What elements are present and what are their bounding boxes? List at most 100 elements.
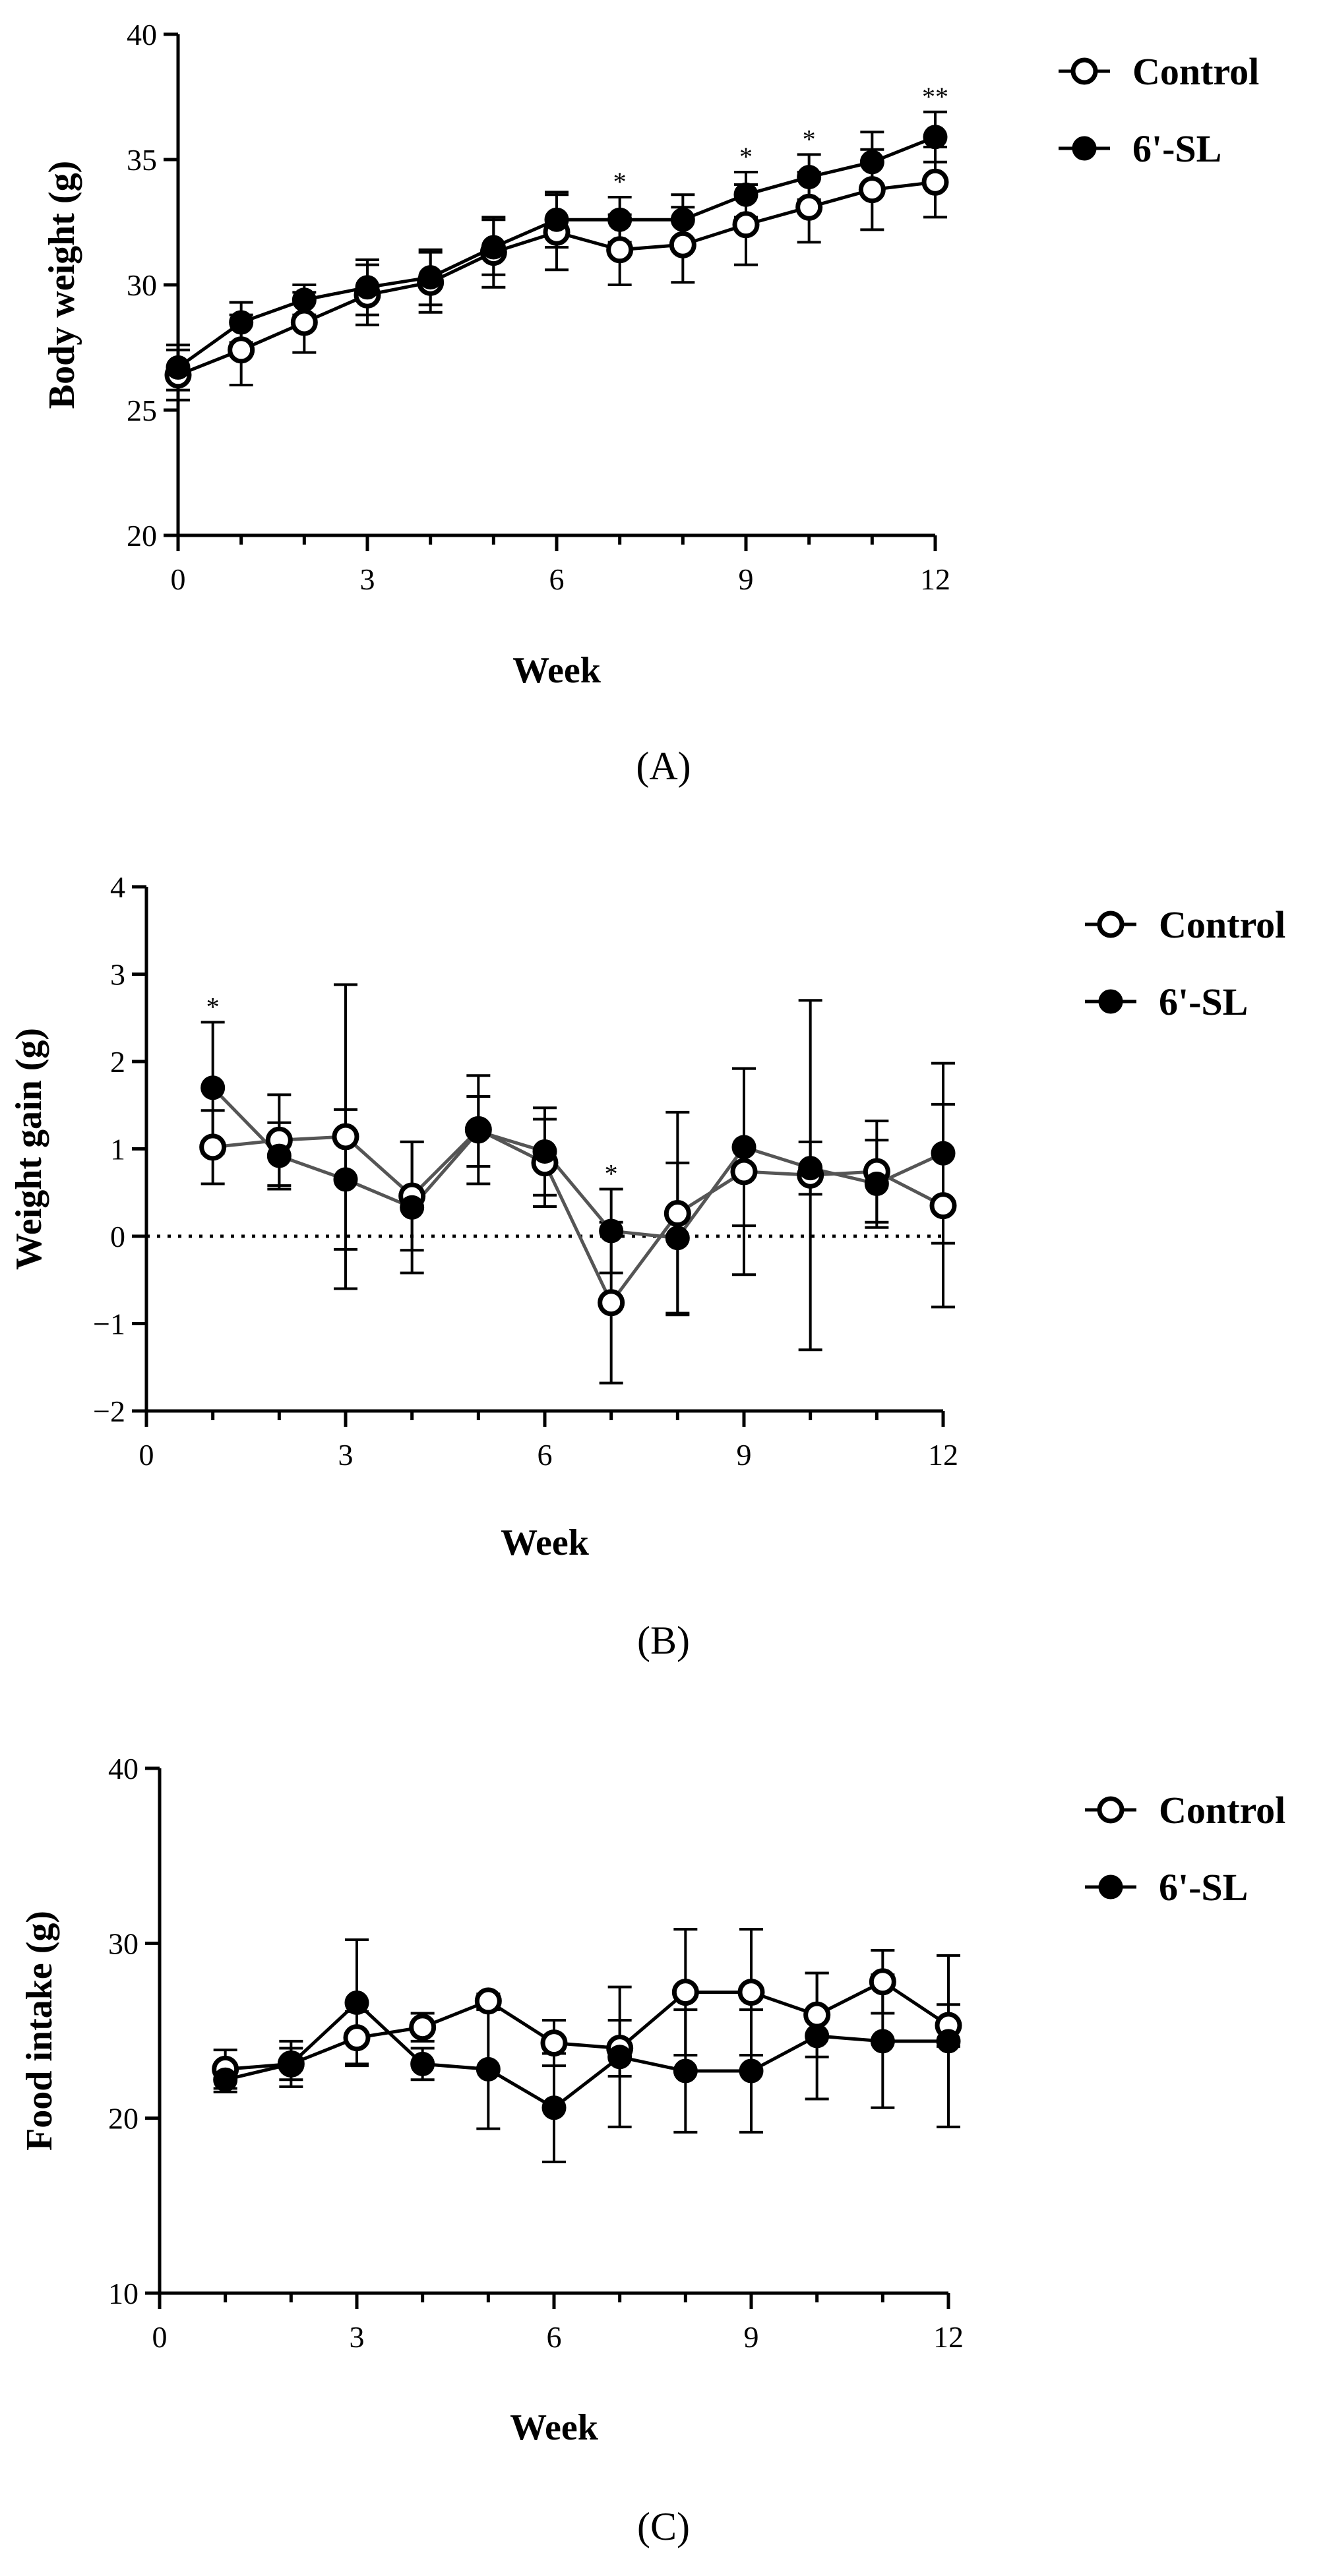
data-point <box>400 1195 425 1220</box>
data-point <box>476 2056 501 2082</box>
y-tick-label: −1 <box>93 1307 125 1341</box>
y-tick-label: 2 <box>110 1045 125 1079</box>
significance-marker: * <box>803 124 816 154</box>
data-point <box>923 125 948 150</box>
data-point <box>607 207 633 232</box>
data-point <box>665 1226 690 1251</box>
chart-panel-C: 10 20 30 40 0 3 6 9 12 Week Food intake (g) Control… <box>19 1752 1285 2548</box>
series-control <box>166 146 947 402</box>
significance-marker: * <box>613 167 627 196</box>
data-point <box>858 176 886 204</box>
legend: Control 6'-SL <box>1085 903 1285 1023</box>
data-point <box>606 236 634 264</box>
y-tick-label: 3 <box>110 958 125 992</box>
x-axis-title: Week <box>501 1522 590 1563</box>
data-point <box>798 1156 823 1181</box>
significance-marker: * <box>206 992 220 1021</box>
x-tick-label: 6 <box>549 562 565 596</box>
legend-label: 6'-SL <box>1159 1866 1248 1909</box>
data-point <box>344 1991 369 2016</box>
data-point <box>332 1123 359 1151</box>
legend-label: 6'-SL <box>1132 127 1221 170</box>
data-point <box>859 150 884 175</box>
data-point <box>936 2029 961 2054</box>
data-point <box>418 265 443 290</box>
data-point <box>290 309 318 336</box>
y-axis-title: Weight gain (g) <box>9 1028 49 1270</box>
legend-marker <box>1098 989 1123 1014</box>
data-point <box>532 1139 557 1164</box>
data-point <box>670 207 695 232</box>
legend-label: Control <box>1159 903 1285 946</box>
data-point <box>731 1135 756 1160</box>
y-tick-label: −2 <box>93 1394 125 1428</box>
legend-marker <box>1098 1874 1123 1900</box>
legend-label: Control <box>1132 50 1259 93</box>
data-point <box>292 287 317 313</box>
legend-marker <box>1097 1796 1125 1824</box>
series-line <box>211 1087 944 1240</box>
data-point <box>870 2029 895 2054</box>
legend: Control 6'-SL <box>1059 50 1259 170</box>
data-point <box>931 1141 956 1166</box>
data-point <box>732 211 760 239</box>
data-point <box>795 193 823 221</box>
legend-marker <box>1070 57 1098 85</box>
data-point <box>166 355 191 380</box>
data-point <box>409 2014 437 2041</box>
x-tick-label: 0 <box>152 2320 168 2354</box>
data-point <box>481 235 506 260</box>
series-control <box>201 983 955 1385</box>
data-point <box>333 1167 358 1192</box>
y-tick-label: 20 <box>127 519 157 553</box>
y-tick-label: 40 <box>127 18 157 51</box>
x-tick-label: 12 <box>920 562 950 596</box>
x-tick-label: 3 <box>350 2320 365 2354</box>
legend: Control 6'-SL <box>1085 1789 1285 1909</box>
data-point <box>466 1119 491 1144</box>
x-tick-label: 9 <box>739 562 754 596</box>
x-tick-label: 9 <box>744 2320 759 2354</box>
legend-label: Control <box>1159 1789 1285 1832</box>
y-tick-label: 40 <box>108 1752 139 1785</box>
x-tick-label: 3 <box>338 1438 354 1472</box>
data-point <box>733 182 758 207</box>
legend-marker <box>1097 911 1125 938</box>
data-point <box>730 1158 758 1185</box>
data-point <box>669 231 696 258</box>
y-tick-label: 20 <box>108 2102 139 2136</box>
x-tick-label: 12 <box>928 1438 958 1472</box>
data-point <box>410 2051 435 2076</box>
data-point <box>607 2045 633 2070</box>
data-point <box>355 275 380 300</box>
significance-marker: * <box>739 142 753 171</box>
data-point <box>864 1172 889 1196</box>
data-point <box>213 2067 238 2092</box>
legend-marker <box>1072 136 1097 161</box>
x-tick-label: 12 <box>933 2320 964 2354</box>
x-tick-label: 6 <box>538 1438 553 1472</box>
y-tick-label: 30 <box>108 1927 139 1960</box>
data-point <box>671 1979 699 2006</box>
series-control <box>213 1928 960 2090</box>
data-point <box>673 2058 698 2083</box>
data-point <box>228 336 255 364</box>
x-tick-label: 3 <box>360 562 375 596</box>
data-point <box>266 1143 292 1168</box>
data-point <box>278 2051 303 2076</box>
data-point <box>540 2029 568 2057</box>
y-tick-label: 25 <box>127 394 157 427</box>
data-point <box>199 1133 227 1161</box>
data-point <box>598 1289 625 1317</box>
x-tick-label: 9 <box>737 1438 752 1472</box>
y-tick-label: 1 <box>110 1133 125 1166</box>
significance-marker: ** <box>922 82 948 111</box>
series-treatment <box>201 1021 955 1315</box>
panel-label: (C) <box>637 2505 690 2548</box>
x-axis-title: Week <box>510 2407 599 2448</box>
y-axis-title: Body weight (g) <box>42 161 82 409</box>
data-point <box>599 1218 624 1243</box>
